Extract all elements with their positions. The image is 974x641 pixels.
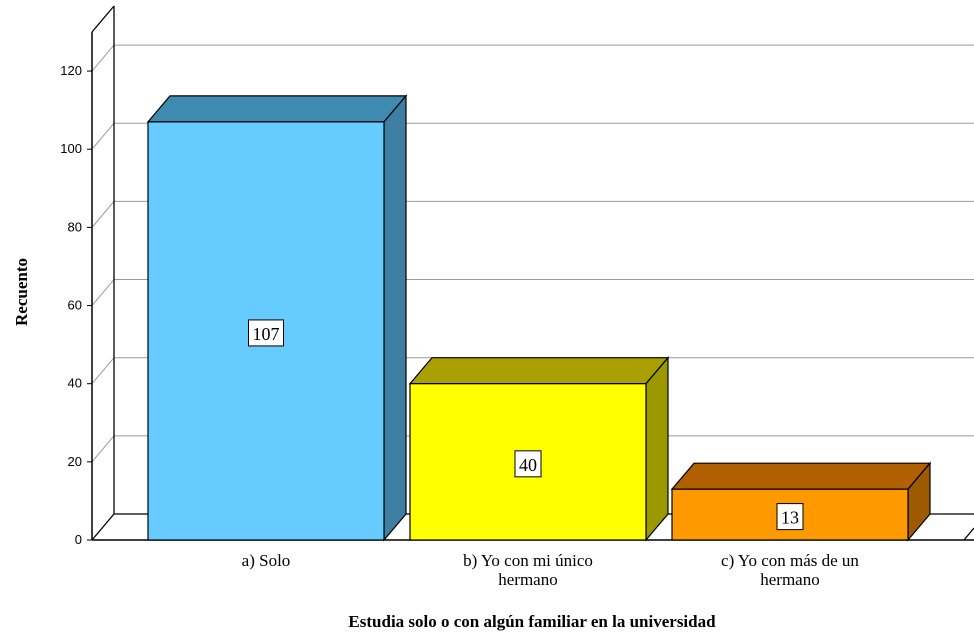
data-label-box bbox=[514, 450, 542, 478]
category-label: a) Solo bbox=[242, 551, 291, 570]
data-label: 13 bbox=[781, 508, 799, 528]
data-label: 40 bbox=[519, 455, 537, 475]
top-diagonal bbox=[91, 5, 115, 33]
data-label-box bbox=[248, 319, 284, 347]
bar-top-face bbox=[670, 462, 932, 490]
grid-diagonal bbox=[91, 201, 115, 228]
y-tick-label: 40 bbox=[68, 376, 82, 391]
category-label: hermano bbox=[760, 570, 819, 589]
category-label: hermano bbox=[498, 570, 557, 589]
y-tick-label: 80 bbox=[68, 219, 82, 234]
grid-diagonal bbox=[91, 435, 115, 463]
floor-left-diagonal bbox=[91, 513, 115, 541]
y-tick-label: 20 bbox=[68, 454, 82, 469]
y-tick-label: 0 bbox=[75, 532, 82, 547]
data-label: 107 bbox=[253, 324, 280, 344]
floor-right-diagonal bbox=[963, 527, 974, 541]
y-tick-label: 100 bbox=[60, 141, 82, 156]
y-axis-title: Recuento bbox=[12, 258, 31, 326]
y-tick-label: 120 bbox=[60, 63, 82, 78]
grid-diagonal bbox=[91, 44, 115, 72]
bar-side-face bbox=[383, 94, 407, 542]
data-label-box bbox=[776, 503, 804, 531]
bar-top-face bbox=[408, 357, 670, 385]
bar-top-face bbox=[146, 95, 408, 123]
y-tick-label: 60 bbox=[68, 298, 82, 313]
grid-diagonal bbox=[91, 279, 115, 306]
category-label: c) Yo con más de un bbox=[721, 551, 859, 570]
bar-side-face bbox=[645, 356, 669, 542]
category-label: b) Yo con mi único bbox=[463, 551, 593, 570]
x-axis-title: Estudia solo o con algún familiar en la … bbox=[348, 612, 716, 631]
grid-diagonal bbox=[91, 357, 115, 385]
grid-diagonal bbox=[91, 122, 115, 150]
